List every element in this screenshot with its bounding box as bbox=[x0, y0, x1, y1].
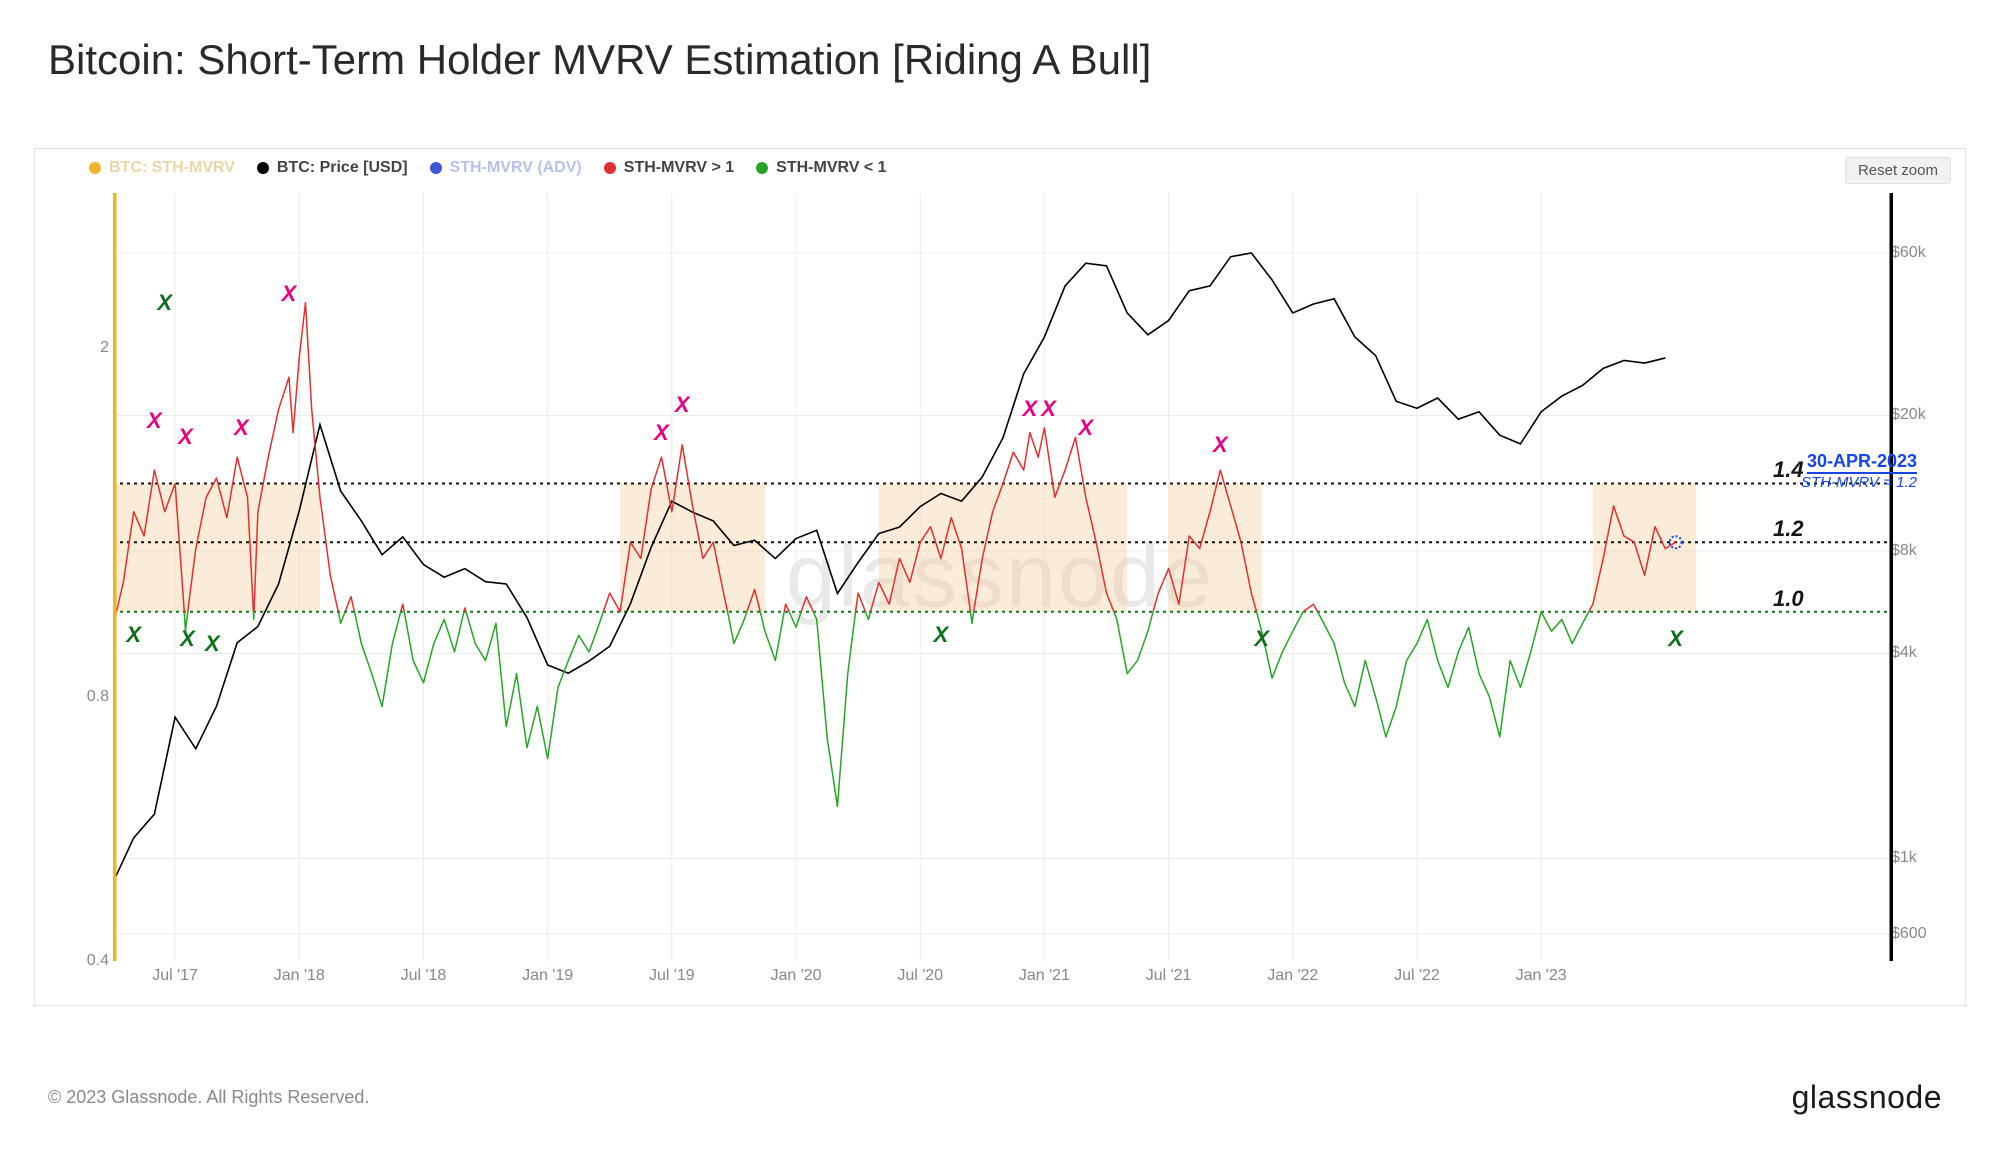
x-tick: Jul '21 bbox=[1146, 967, 1192, 985]
y-left-tick: 0.4 bbox=[69, 952, 109, 970]
legend-dot bbox=[756, 162, 768, 174]
y-axis-right: $600 $1k $4k $8k $20k $60k bbox=[1891, 193, 1951, 961]
x-axis: Jul '17 Jan '18 Jul '18 Jan '19 Jul '19 Jan '… bbox=[113, 967, 1893, 995]
y-right-tick: $60k bbox=[1891, 244, 1951, 262]
x-tick: Jul '17 bbox=[152, 967, 198, 985]
callout-subtitle: STH-MVRV = 1.2 bbox=[1801, 474, 1917, 491]
legend-label: BTC: STH-MVRV bbox=[109, 159, 235, 177]
y-right-tick: $1k bbox=[1891, 849, 1951, 867]
legend-dot bbox=[89, 162, 101, 174]
x-tick: Jul '19 bbox=[649, 967, 695, 985]
y-right-tick: $4k bbox=[1891, 644, 1951, 662]
reference-line-label: 1.2 bbox=[1773, 516, 1804, 542]
reference-line-label: 1.4 bbox=[1773, 457, 1804, 483]
x-tick: Jan '21 bbox=[1019, 967, 1070, 985]
y-right-tick: $600 bbox=[1891, 925, 1951, 943]
legend-label: STH-MVRV > 1 bbox=[624, 159, 734, 177]
y-right-tick: $8k bbox=[1891, 542, 1951, 560]
plot-area: XXXXXXXXXXXXXXXXX1.01.21.4 30-APR-2023 S… bbox=[113, 193, 1893, 961]
legend-label: BTC: Price [USD] bbox=[277, 159, 408, 177]
y-right-tick: $20k bbox=[1891, 406, 1951, 424]
callout-box: 30-APR-2023 STH-MVRV = 1.2 bbox=[1801, 451, 1917, 491]
legend-dot bbox=[257, 162, 269, 174]
x-tick: Jul '18 bbox=[401, 967, 447, 985]
legend: BTC: STH-MVRV BTC: Price [USD] STH-MVRV (A… bbox=[89, 159, 887, 177]
x-tick: Jul '20 bbox=[897, 967, 943, 985]
legend-item[interactable]: BTC: Price [USD] bbox=[257, 159, 408, 177]
y-left-tick: 2 bbox=[69, 339, 109, 357]
reference-line-label: 1.0 bbox=[1773, 586, 1804, 612]
legend-item[interactable]: STH-MVRV > 1 bbox=[604, 159, 734, 177]
copyright-text: © 2023 Glassnode. All Rights Reserved. bbox=[48, 1087, 369, 1108]
chart-container: BTC: STH-MVRV BTC: Price [USD] STH-MVRV (A… bbox=[34, 148, 1966, 1006]
page-title: Bitcoin: Short-Term Holder MVRV Estimati… bbox=[48, 36, 1151, 84]
legend-dot bbox=[430, 162, 442, 174]
legend-label: STH-MVRV (ADV) bbox=[450, 159, 582, 177]
y-left-tick: 0.8 bbox=[69, 688, 109, 706]
brand-logo: glassnode bbox=[1792, 1079, 1942, 1116]
legend-label: STH-MVRV < 1 bbox=[776, 159, 886, 177]
x-tick: Jan '18 bbox=[274, 967, 325, 985]
y-axis-left: 0.40.82 bbox=[69, 193, 109, 961]
x-tick: Jan '22 bbox=[1267, 967, 1318, 985]
reset-zoom-button[interactable]: Reset zoom bbox=[1845, 157, 1951, 184]
x-tick: Jan '20 bbox=[770, 967, 821, 985]
legend-dot bbox=[604, 162, 616, 174]
legend-item[interactable]: STH-MVRV < 1 bbox=[756, 159, 886, 177]
x-tick: Jan '19 bbox=[522, 967, 573, 985]
x-tick: Jul '22 bbox=[1394, 967, 1440, 985]
callout-date: 30-APR-2023 bbox=[1807, 451, 1917, 474]
legend-item[interactable]: BTC: STH-MVRV bbox=[89, 159, 235, 177]
x-tick: Jan '23 bbox=[1516, 967, 1567, 985]
legend-item[interactable]: STH-MVRV (ADV) bbox=[430, 159, 582, 177]
